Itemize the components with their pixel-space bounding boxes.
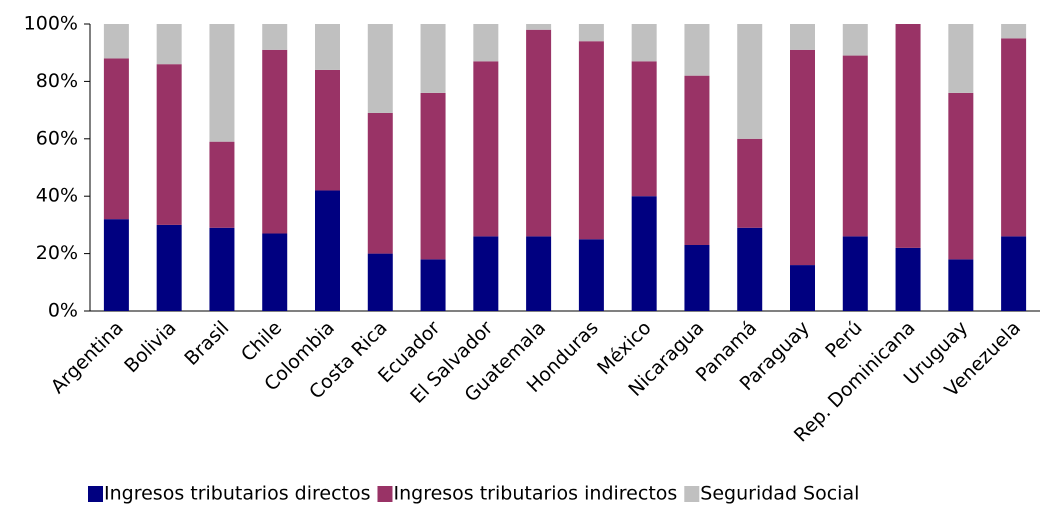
- legend-label: Ingresos tributarios indirectos: [393, 483, 677, 505]
- legend-swatch: [684, 486, 700, 502]
- bar-segment: [948, 92, 974, 260]
- x-tick-label: Bolivia: [120, 317, 180, 377]
- bar-segment: [367, 24, 393, 113]
- y-tick-label: 20%: [36, 242, 78, 264]
- legend-label: Seguridad Social: [700, 483, 859, 505]
- legend-label: Ingresos tributarios directos: [104, 483, 370, 505]
- bar-segment: [209, 24, 235, 142]
- bar-segment: [948, 259, 974, 311]
- bar-segment: [1001, 236, 1027, 311]
- bar-segment: [420, 259, 446, 311]
- bar-segment: [631, 196, 657, 311]
- bar-segment: [420, 92, 446, 260]
- x-tick-label: Chile: [237, 317, 286, 366]
- x-tick-label: Argentina: [47, 317, 128, 398]
- bar-segment: [103, 58, 129, 220]
- bar-segment: [262, 24, 288, 50]
- bar-segment: [790, 24, 815, 50]
- bar-segment: [790, 49, 815, 266]
- y-tick-label: 80%: [36, 70, 78, 92]
- bar-segment: [209, 227, 235, 311]
- bar-segment: [315, 24, 340, 70]
- bar-segment: [420, 24, 446, 93]
- y-tick-label: 40%: [36, 185, 78, 207]
- bar-segment: [842, 236, 868, 311]
- bar-segment: [895, 24, 921, 248]
- x-tick-label: Perú: [821, 317, 866, 362]
- bar-segment: [262, 233, 288, 311]
- bar-segment: [631, 61, 657, 197]
- bar-segment: [526, 29, 552, 237]
- bar-segment: [578, 41, 604, 240]
- bar-segment: [1001, 24, 1027, 39]
- bar-segment: [842, 24, 868, 56]
- bar-segment: [684, 75, 710, 245]
- bar-segment: [578, 239, 604, 311]
- bar-segment: [631, 24, 657, 62]
- bar-segment: [209, 141, 235, 228]
- bar-segment: [842, 55, 868, 237]
- bar-segment: [790, 265, 815, 311]
- bar-segment: [895, 247, 921, 311]
- bar-segment: [1001, 38, 1027, 237]
- bar-segment: [948, 24, 974, 93]
- bar-segment: [367, 253, 393, 311]
- x-tick-label: Brasil: [180, 317, 233, 370]
- y-tick-label: 100%: [24, 13, 78, 35]
- bar-segment: [315, 69, 340, 191]
- legend-swatch: [88, 486, 103, 502]
- bar-segment: [578, 24, 604, 42]
- bar-segment: [315, 190, 340, 311]
- bar-segment: [156, 24, 182, 65]
- bar-segment: [737, 24, 763, 139]
- bar-segment: [262, 49, 288, 234]
- bar-segment: [473, 236, 499, 311]
- bar-segment: [684, 244, 710, 311]
- bar-segment: [103, 24, 129, 59]
- bar-segment: [737, 227, 763, 311]
- y-tick-label: 60%: [36, 127, 78, 149]
- bar-segment: [684, 24, 710, 76]
- bar-segment: [526, 236, 552, 311]
- bar-segment: [737, 138, 763, 228]
- bar-segment: [473, 61, 499, 237]
- bar-segment: [473, 24, 499, 62]
- legend-swatch: [377, 486, 393, 502]
- bar-segment: [526, 24, 552, 30]
- bar-segment: [103, 219, 129, 311]
- bar-segment: [156, 224, 182, 311]
- bar-segment: [156, 64, 182, 225]
- y-tick-label: 0%: [48, 300, 78, 322]
- bar-segment: [367, 112, 393, 254]
